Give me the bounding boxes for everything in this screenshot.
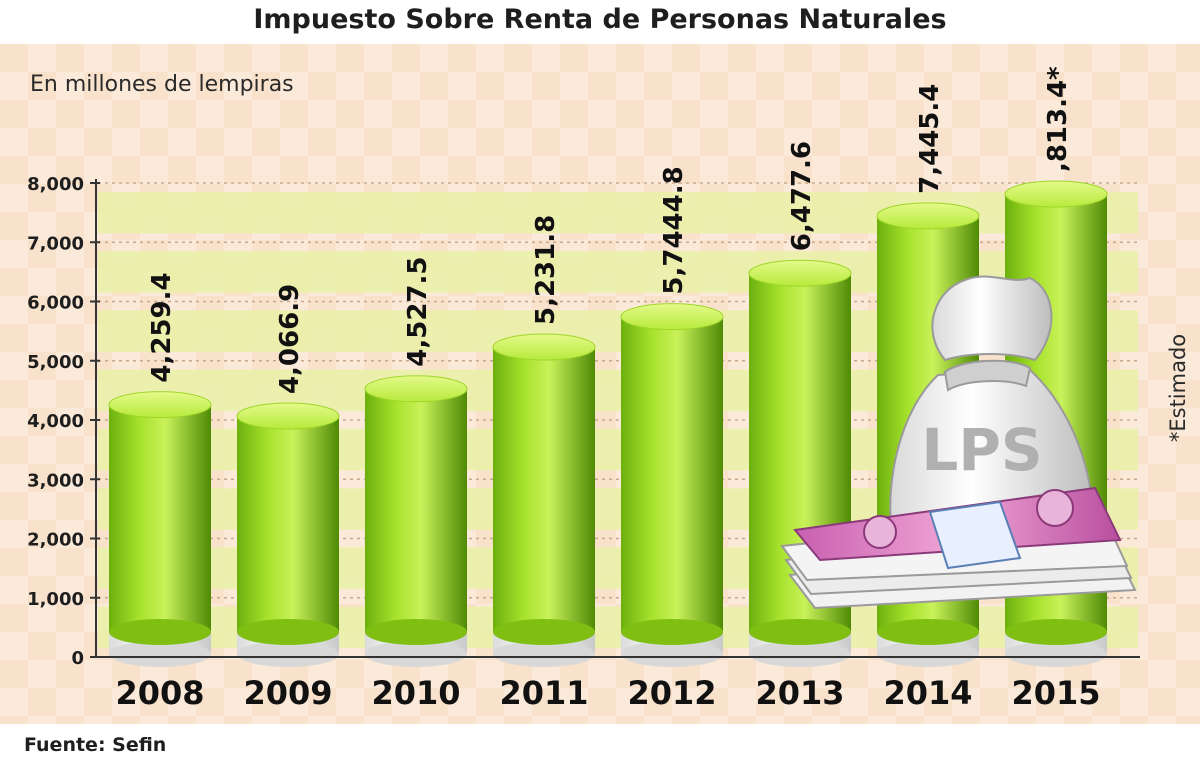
- banknotes-icon: [780, 486, 1137, 610]
- bar: [364, 375, 468, 667]
- y-tick-label: 7,000: [27, 233, 84, 254]
- bar-base-bottom: [493, 641, 595, 667]
- x-tick-label: 2009: [243, 674, 332, 712]
- bar-body: [109, 404, 211, 632]
- source-label: Fuente: Sefin: [24, 734, 167, 756]
- grid-band: [98, 191, 1138, 234]
- bar-top: [1004, 180, 1108, 208]
- y-tick-label: 3,000: [27, 470, 84, 491]
- bag-label: LPS: [921, 416, 1042, 484]
- y-tick-label: 2,000: [27, 530, 84, 551]
- y-axis: 0 1,000 2,000 3,000 4,000 5,000 6,000 7,000 8,00…: [27, 174, 100, 669]
- value-labels: 4,259.4 4,066.9 4,527.5 5,231.8 5,7444.8 6,47…: [147, 66, 1073, 394]
- bar-body: [365, 388, 467, 632]
- bar-body-bottom: [621, 619, 723, 645]
- bar: [236, 402, 340, 667]
- bar-base-bottom: [749, 641, 851, 667]
- bar: [620, 303, 724, 667]
- bar-top: [236, 402, 340, 430]
- bar-body-bottom: [365, 619, 467, 645]
- value-label: ,813.4*: [1043, 66, 1073, 172]
- x-tick-label: 2013: [755, 674, 844, 712]
- bar-body-bottom: [1005, 619, 1107, 645]
- bar-base-bottom: [621, 641, 723, 667]
- value-label: 4,259.4: [147, 272, 177, 382]
- bar-body: [493, 347, 595, 632]
- bar-base-bottom: [109, 641, 211, 667]
- value-label: 4,066.9: [275, 284, 305, 394]
- unit-label: En millones de lempiras: [30, 72, 294, 97]
- bar-top: [364, 375, 468, 403]
- y-tick-label: 8,000: [27, 174, 84, 195]
- value-label: 4,527.5: [403, 257, 433, 367]
- bar: [492, 333, 596, 667]
- x-tick-label: 2015: [1011, 674, 1100, 712]
- x-tick-label: 2010: [371, 674, 460, 712]
- bar-top: [748, 259, 852, 287]
- x-tick-label: 2012: [627, 674, 716, 712]
- bar-body-bottom: [749, 619, 851, 645]
- estimate-note: *Estimado: [1166, 333, 1190, 443]
- chart-title: Impuesto Sobre Renta de Personas Natural…: [0, 0, 1200, 44]
- bar-body-bottom: [877, 619, 979, 645]
- value-label: 7,445.4: [915, 84, 945, 194]
- x-tick-label: 2008: [115, 674, 204, 712]
- bar-body-bottom: [237, 619, 339, 645]
- bar-top: [108, 391, 212, 419]
- x-axis: 2008 2009 2010 2011 2012 2013 2014 2015: [90, 656, 1140, 712]
- value-label: 6,477.6: [787, 141, 817, 251]
- bar-top: [492, 333, 596, 361]
- money-bag-icon: LPS: [780, 275, 1137, 610]
- bar-body: [621, 316, 723, 632]
- bar-body-bottom: [109, 619, 211, 645]
- y-tick-label: 6,000: [27, 293, 84, 314]
- bar-base-bottom: [237, 641, 339, 667]
- bar-base-bottom: [365, 641, 467, 667]
- y-tick-label: 4,000: [27, 411, 84, 432]
- bar-base-bottom: [1005, 641, 1107, 667]
- bar-body: [237, 416, 339, 632]
- bar: [108, 391, 212, 667]
- bar-body-bottom: [493, 619, 595, 645]
- bar-top: [876, 202, 980, 230]
- value-label: 5,231.8: [531, 215, 561, 325]
- y-tick-label: 5,000: [27, 352, 84, 373]
- y-tick-label: 1,000: [27, 589, 84, 610]
- y-tick-label: 0: [71, 648, 84, 669]
- bar-top: [620, 303, 724, 331]
- bar-base-bottom: [877, 641, 979, 667]
- x-tick-label: 2011: [499, 674, 588, 712]
- x-tick-label: 2014: [883, 674, 972, 712]
- value-label: 5,7444.8: [659, 166, 689, 294]
